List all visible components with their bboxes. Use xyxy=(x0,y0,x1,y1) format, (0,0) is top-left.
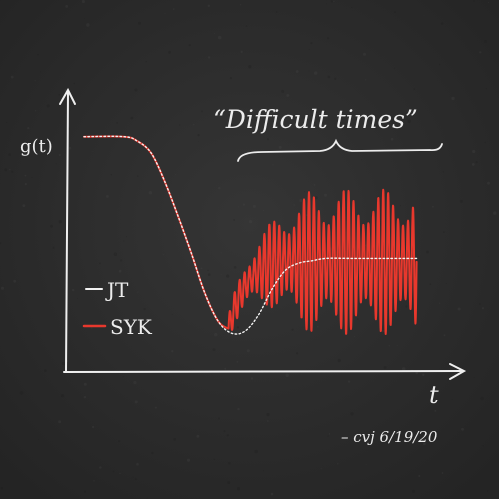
annotation-brace xyxy=(237,138,443,162)
y-axis-arrowhead xyxy=(59,87,76,105)
legend-jt-label: JT xyxy=(105,278,129,302)
x-axis xyxy=(63,370,463,373)
x-axis-label: t xyxy=(429,381,439,409)
y-axis xyxy=(65,91,69,373)
legend-syk-label: SYK xyxy=(110,315,153,339)
series-syk-line xyxy=(83,135,418,335)
legend: JT SYK xyxy=(82,278,153,339)
chart-annotation: “Difficult times” xyxy=(213,105,418,134)
x-axis-arrowhead xyxy=(449,363,467,380)
signature: – cvj 6/19/20 xyxy=(341,428,438,446)
y-axis-label: g(t) xyxy=(20,136,53,157)
series-jt-line xyxy=(83,135,418,335)
